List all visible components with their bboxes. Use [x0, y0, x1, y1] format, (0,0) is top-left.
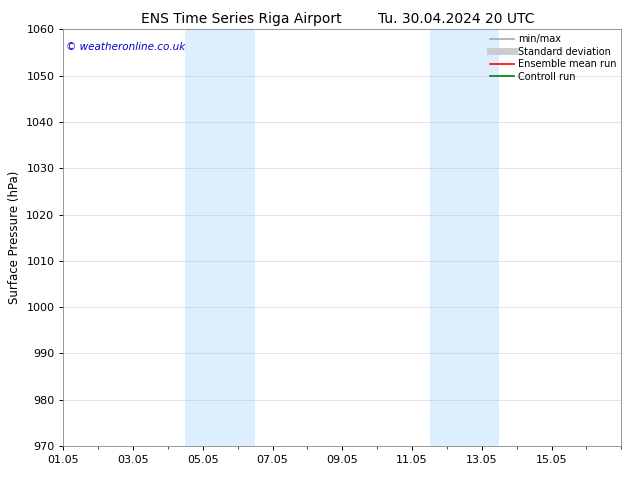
- Bar: [185, 29, 255, 446]
- Text: © weatheronline.co.uk: © weatheronline.co.uk: [66, 42, 185, 52]
- Text: ENS Time Series Riga Airport: ENS Time Series Riga Airport: [141, 12, 341, 26]
- Bar: [429, 29, 500, 446]
- Text: Tu. 30.04.2024 20 UTC: Tu. 30.04.2024 20 UTC: [378, 12, 534, 26]
- Legend: min/max, Standard deviation, Ensemble mean run, Controll run: min/max, Standard deviation, Ensemble me…: [488, 32, 618, 83]
- Y-axis label: Surface Pressure (hPa): Surface Pressure (hPa): [8, 171, 21, 304]
